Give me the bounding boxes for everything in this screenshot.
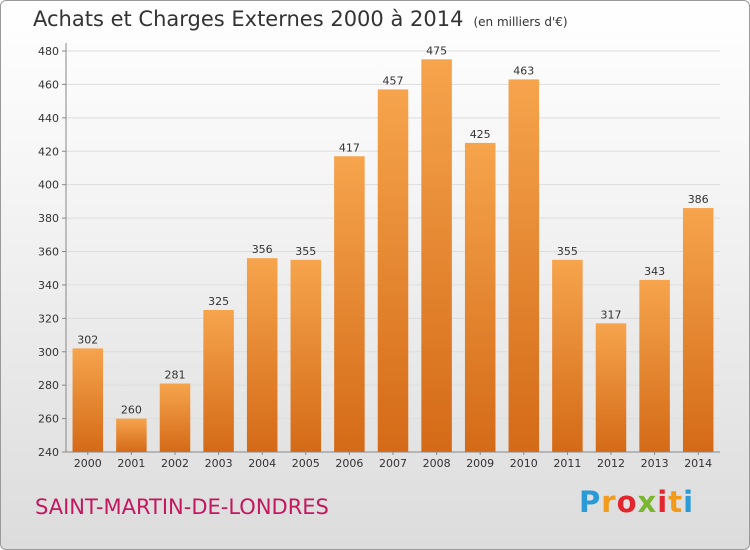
x-tick-label-2002: 2002 [161, 457, 189, 470]
y-tick-label: 360 [38, 246, 59, 259]
y-tick-label: 400 [38, 179, 59, 192]
value-label-2007: 457 [383, 74, 404, 87]
value-label-2009: 425 [470, 128, 491, 141]
y-tick-label: 280 [38, 379, 59, 392]
value-label-2001: 260 [121, 404, 142, 417]
x-tick-label-2008: 2008 [423, 457, 451, 470]
value-label-2010: 463 [513, 64, 534, 77]
x-tick-label-2009: 2009 [466, 457, 494, 470]
value-label-2011: 355 [557, 245, 578, 258]
bar-2013 [639, 279, 670, 452]
bar-2003 [203, 309, 234, 452]
x-tick-label-2003: 2003 [205, 457, 233, 470]
bar-2000 [72, 348, 104, 452]
x-tick-label-2000: 2000 [74, 457, 102, 470]
logo-letter: i [657, 485, 669, 519]
bar-2010 [508, 79, 540, 452]
y-tick-label: 380 [38, 212, 59, 225]
logo-letter: x [637, 485, 658, 519]
x-tick-label-2014: 2014 [684, 457, 712, 470]
chart-title-text: Achats et Charges Externes 2000 à 2014 [33, 7, 464, 31]
y-tick-label: 340 [38, 279, 59, 292]
value-label-2008: 475 [426, 44, 447, 57]
y-tick-label: 320 [38, 312, 59, 325]
chart-subtitle: (en milliers d'€) [473, 15, 568, 29]
y-tick-label: 260 [38, 413, 59, 426]
x-tick-label-2004: 2004 [248, 457, 276, 470]
y-tick-label: 460 [38, 78, 59, 91]
value-label-2013: 343 [644, 265, 665, 278]
y-tick-label: 480 [38, 45, 59, 58]
x-tick-label-2001: 2001 [117, 457, 145, 470]
place-name: SAINT-MARTIN-DE-LONDRES [35, 495, 329, 519]
x-tick-label-2007: 2007 [379, 457, 407, 470]
value-label-2000: 302 [77, 333, 98, 346]
bar-2005 [290, 259, 322, 452]
bar-2009 [464, 142, 496, 453]
x-tick-label-2010: 2010 [510, 457, 538, 470]
x-tick-label-2005: 2005 [292, 457, 320, 470]
y-tick-label: 440 [38, 112, 59, 125]
y-tick-label: 300 [38, 346, 59, 359]
axes: 240 260 280 300 320 340 360 380 400 420 440 460 480 2… [38, 43, 720, 470]
value-label-2006: 417 [339, 141, 360, 154]
value-label-2004: 356 [252, 243, 273, 256]
x-tick-label-2011: 2011 [553, 457, 581, 470]
proxiti-logo: Proxiti [579, 485, 694, 519]
y-tick-label: 240 [38, 446, 59, 459]
chart-title: Achats et Charges Externes 2000 à 2014 (e… [33, 7, 568, 31]
value-label-2003: 325 [208, 295, 229, 308]
logo-letter: r [601, 485, 617, 519]
y-tick-label: 420 [38, 145, 59, 158]
value-label-2014: 386 [688, 193, 709, 206]
x-tick-label-2006: 2006 [335, 457, 363, 470]
bar-2007 [377, 89, 409, 452]
value-label-2002: 281 [165, 368, 186, 381]
bar-2006 [334, 156, 365, 452]
bar-2014 [682, 208, 714, 452]
bar-2002 [159, 383, 191, 452]
bar-2011 [552, 259, 583, 452]
bars: 302 260 281 325 356 355 417 457 475 425 463 355 317 3… [72, 44, 714, 453]
logo-letter: P [579, 485, 602, 519]
x-tick-label-2013: 2013 [641, 457, 669, 470]
bar-2008 [421, 59, 452, 453]
bar-2001 [116, 418, 147, 452]
value-label-2012: 317 [601, 308, 622, 321]
bar-2004 [246, 258, 278, 452]
logo-letter: o [616, 485, 638, 519]
bar-2012 [595, 323, 627, 452]
logo-letter: t [668, 485, 684, 519]
x-tick-label-2012: 2012 [597, 457, 625, 470]
logo-letter: i [683, 485, 695, 519]
value-label-2005: 355 [295, 245, 316, 258]
